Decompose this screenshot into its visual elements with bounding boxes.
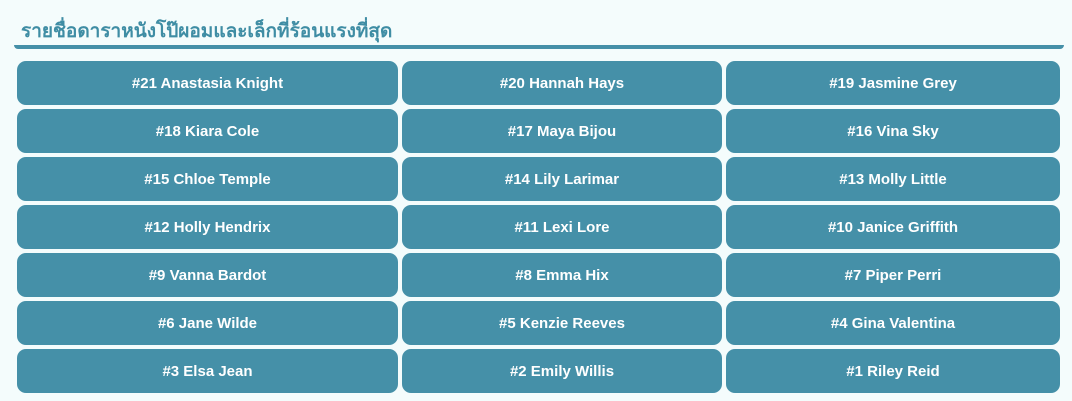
actress-link[interactable]: #14 Lily Larimar bbox=[402, 157, 722, 201]
actress-list: #21 Anastasia Knight #20 Hannah Hays #19 J… bbox=[17, 61, 1060, 393]
actress-link[interactable]: #20 Hannah Hays bbox=[402, 61, 722, 105]
actress-link[interactable]: #17 Maya Bijou bbox=[402, 109, 722, 153]
actress-link[interactable]: #7 Piper Perri bbox=[726, 253, 1060, 297]
actress-link[interactable]: #6 Jane Wilde bbox=[17, 301, 398, 345]
actress-link[interactable]: #8 Emma Hix bbox=[402, 253, 722, 297]
actress-link[interactable]: #16 Vina Sky bbox=[726, 109, 1060, 153]
actress-link[interactable]: #5 Kenzie Reeves bbox=[402, 301, 722, 345]
actress-link[interactable]: #9 Vanna Bardot bbox=[17, 253, 398, 297]
actress-link[interactable]: #10 Janice Griffith bbox=[726, 205, 1060, 249]
actress-link[interactable]: #18 Kiara Cole bbox=[17, 109, 398, 153]
actress-link[interactable]: #2 Emily Willis bbox=[402, 349, 722, 393]
actress-link[interactable]: #21 Anastasia Knight bbox=[17, 61, 398, 105]
actress-link[interactable]: #4 Gina Valentina bbox=[726, 301, 1060, 345]
section-title: รายชื่อดาราหนังโป๊ผอมและเล็กที่ร้อนแรงที… bbox=[21, 20, 393, 42]
title-underline bbox=[14, 45, 1064, 49]
actress-link[interactable]: #3 Elsa Jean bbox=[17, 349, 398, 393]
actress-link[interactable]: #11 Lexi Lore bbox=[402, 205, 722, 249]
actress-link[interactable]: #13 Molly Little bbox=[726, 157, 1060, 201]
actress-link[interactable]: #15 Chloe Temple bbox=[17, 157, 398, 201]
actress-link[interactable]: #19 Jasmine Grey bbox=[726, 61, 1060, 105]
actress-link[interactable]: #1 Riley Reid bbox=[726, 349, 1060, 393]
actress-link[interactable]: #12 Holly Hendrix bbox=[17, 205, 398, 249]
